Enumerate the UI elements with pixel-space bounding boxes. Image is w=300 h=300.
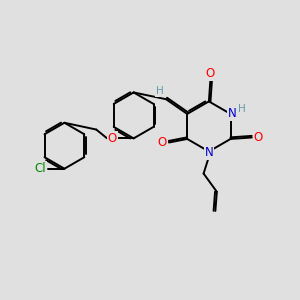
- Text: O: O: [108, 132, 117, 145]
- Text: O: O: [158, 136, 167, 149]
- Text: H: H: [238, 103, 246, 114]
- Text: Cl: Cl: [34, 162, 46, 175]
- Text: N: N: [228, 107, 236, 120]
- Text: O: O: [254, 131, 263, 144]
- Text: H: H: [156, 86, 164, 96]
- Text: O: O: [206, 67, 215, 80]
- Text: N: N: [205, 146, 213, 159]
